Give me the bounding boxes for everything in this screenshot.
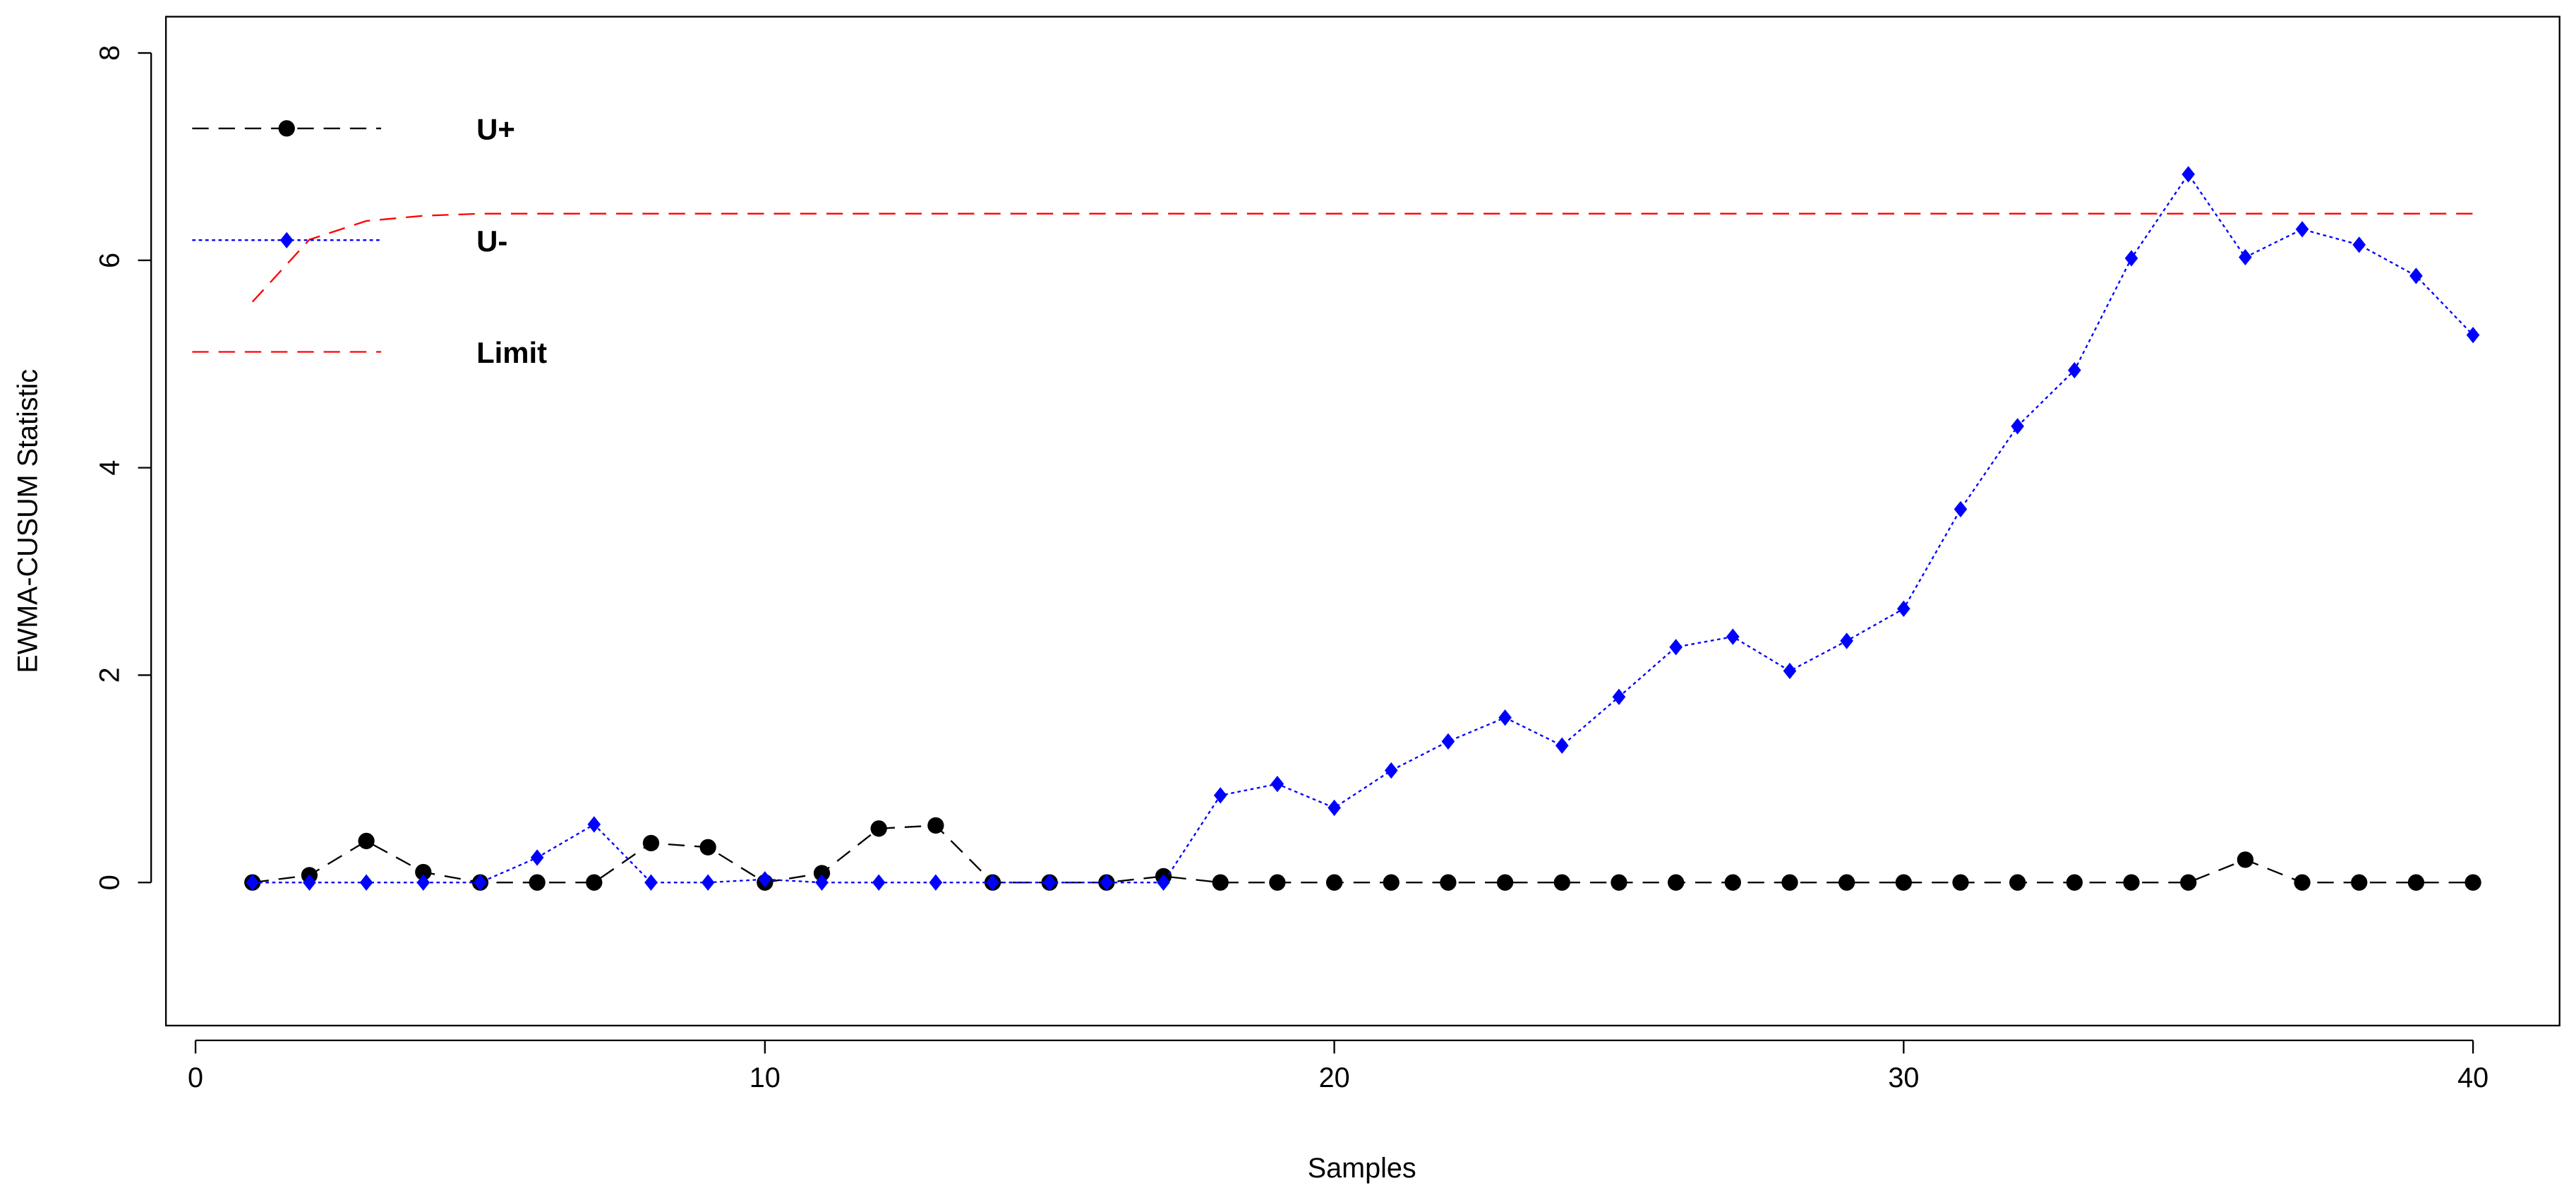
series-line xyxy=(251,212,2474,303)
data-point xyxy=(529,874,546,891)
data-point xyxy=(1840,632,1853,649)
data-point xyxy=(359,874,373,891)
data-point xyxy=(587,816,601,833)
data-point xyxy=(2123,874,2140,891)
x-tick-label: 30 xyxy=(1888,1062,1919,1093)
data-point xyxy=(1042,874,1057,891)
data-point xyxy=(2124,250,2138,267)
data-point xyxy=(1440,874,1457,891)
data-point xyxy=(1383,874,1400,891)
legend-label: U+ xyxy=(476,113,515,146)
data-point xyxy=(2011,418,2024,435)
data-point xyxy=(1325,874,1343,891)
legend-label: Limit xyxy=(476,336,547,369)
data-point xyxy=(2466,326,2480,344)
data-point xyxy=(1611,874,1627,891)
data-point xyxy=(1669,639,1683,656)
data-point xyxy=(1781,874,1798,891)
data-point xyxy=(1724,874,1741,891)
data-point xyxy=(1726,628,1740,645)
data-point xyxy=(358,832,375,850)
data-point xyxy=(586,874,603,891)
data-point xyxy=(1100,874,1114,891)
data-point xyxy=(2352,236,2366,253)
data-point xyxy=(2294,874,2311,891)
data-point xyxy=(246,874,260,891)
legend-label: U- xyxy=(476,224,507,258)
data-point xyxy=(872,874,886,891)
data-point xyxy=(2181,166,2196,183)
x-tick-label: 20 xyxy=(1319,1062,1350,1093)
data-point xyxy=(2239,248,2252,266)
data-point xyxy=(1270,776,1284,793)
plot-frame xyxy=(164,16,2560,1027)
data-point xyxy=(813,865,831,882)
x-tick-label: 0 xyxy=(188,1062,203,1093)
data-point xyxy=(1897,600,1910,618)
data-point xyxy=(1269,874,1286,891)
data-point xyxy=(815,874,829,891)
data-point xyxy=(644,874,658,891)
data-point xyxy=(1612,688,1626,705)
data-point xyxy=(1952,874,1969,891)
data-point xyxy=(1838,874,1855,891)
data-point xyxy=(1555,737,1569,754)
data-point xyxy=(2009,874,2026,891)
data-point xyxy=(701,874,715,891)
data-point xyxy=(2068,361,2081,379)
data-point xyxy=(870,820,887,837)
y-axis-title: EWMA-CUSUM Statistic xyxy=(12,369,43,673)
data-point xyxy=(1895,874,1912,891)
data-point xyxy=(699,839,716,856)
data-point xyxy=(1553,874,1570,891)
data-point xyxy=(927,817,944,834)
y-tick-label: 4 xyxy=(95,460,126,476)
y-tick-label: 2 xyxy=(95,667,126,683)
data-point xyxy=(2295,221,2309,238)
data-point xyxy=(2066,874,2083,891)
data-point xyxy=(1783,662,1797,680)
data-point xyxy=(1441,733,1455,750)
data-point xyxy=(303,874,316,891)
x-tick-label: 40 xyxy=(2457,1062,2488,1093)
data-point xyxy=(1954,500,1968,518)
data-point xyxy=(1157,874,1170,891)
legend-marker xyxy=(278,120,295,137)
data-point xyxy=(2464,874,2481,891)
x-axis-title: Samples xyxy=(1308,1153,1416,1184)
data-point xyxy=(2407,874,2425,891)
data-point xyxy=(2409,268,2423,284)
data-point xyxy=(1212,874,1229,891)
data-point xyxy=(416,874,431,891)
data-point xyxy=(929,874,943,891)
data-point xyxy=(1384,762,1398,779)
data-point xyxy=(530,849,544,866)
data-point xyxy=(2180,874,2197,891)
y-tick-label: 8 xyxy=(95,45,126,61)
data-point xyxy=(1328,799,1341,817)
data-point xyxy=(986,874,999,891)
data-point xyxy=(1667,874,1685,891)
y-tick-label: 0 xyxy=(95,875,126,890)
x-tick-label: 10 xyxy=(750,1062,781,1093)
y-tick-label: 6 xyxy=(95,253,126,268)
series-line xyxy=(252,172,2474,884)
data-point xyxy=(2237,851,2254,868)
data-point xyxy=(1496,874,1514,891)
data-point xyxy=(415,863,432,881)
data-point xyxy=(1498,709,1512,726)
data-point xyxy=(642,834,660,852)
data-point xyxy=(2351,874,2368,891)
legend-marker xyxy=(279,232,294,248)
series-line xyxy=(252,824,2474,884)
